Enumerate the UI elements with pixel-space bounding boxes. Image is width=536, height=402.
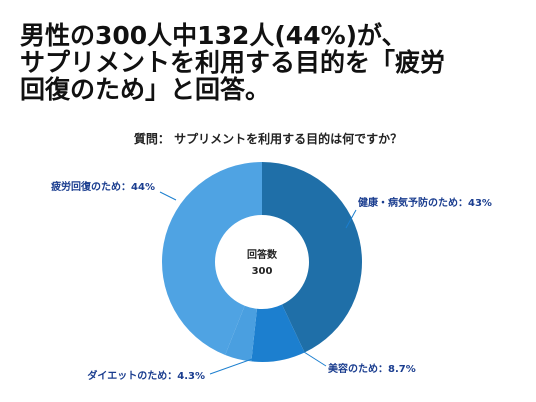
slice-label: ダイエットのため：4.3% xyxy=(87,369,205,382)
slice-diet xyxy=(225,305,257,362)
center-label: 回答数 xyxy=(247,248,278,261)
headline-line-3: 回復のため」と回答。 xyxy=(20,75,271,104)
slice-labels: 健康・病気予防のため：43% 美容のため：8.7% ダイエットのため：4.3% 疲労回… xyxy=(51,180,492,382)
headline-line-1: 男性の300人中132人(44%)が、 xyxy=(20,21,407,50)
headline: 男性の300人中132人(44%)が、 サプリメントを利用する目的を「疲労 回復… xyxy=(20,22,520,103)
leader-line xyxy=(209,357,256,375)
headline-line-2: サプリメントを利用する目的を「疲労 xyxy=(20,48,446,77)
slice-health-prevention xyxy=(262,162,362,353)
leader-line xyxy=(303,351,327,367)
slice-fatigue-recovery xyxy=(161,162,262,355)
slice-label: 健康・病気予防のため：43% xyxy=(358,196,492,209)
chart-question: 質問： サプリメントを利用する目的は何ですか？ xyxy=(133,132,403,146)
label-leader-lines xyxy=(159,191,357,375)
center-value: 300 xyxy=(252,266,273,277)
donut-slices xyxy=(161,162,362,362)
leader-line xyxy=(345,209,357,229)
leader-line xyxy=(159,191,177,201)
slice-beauty xyxy=(251,304,305,362)
slice-label: 疲労回復のため：44% xyxy=(51,180,155,193)
slice-label: 美容のため：8.7% xyxy=(328,362,416,375)
